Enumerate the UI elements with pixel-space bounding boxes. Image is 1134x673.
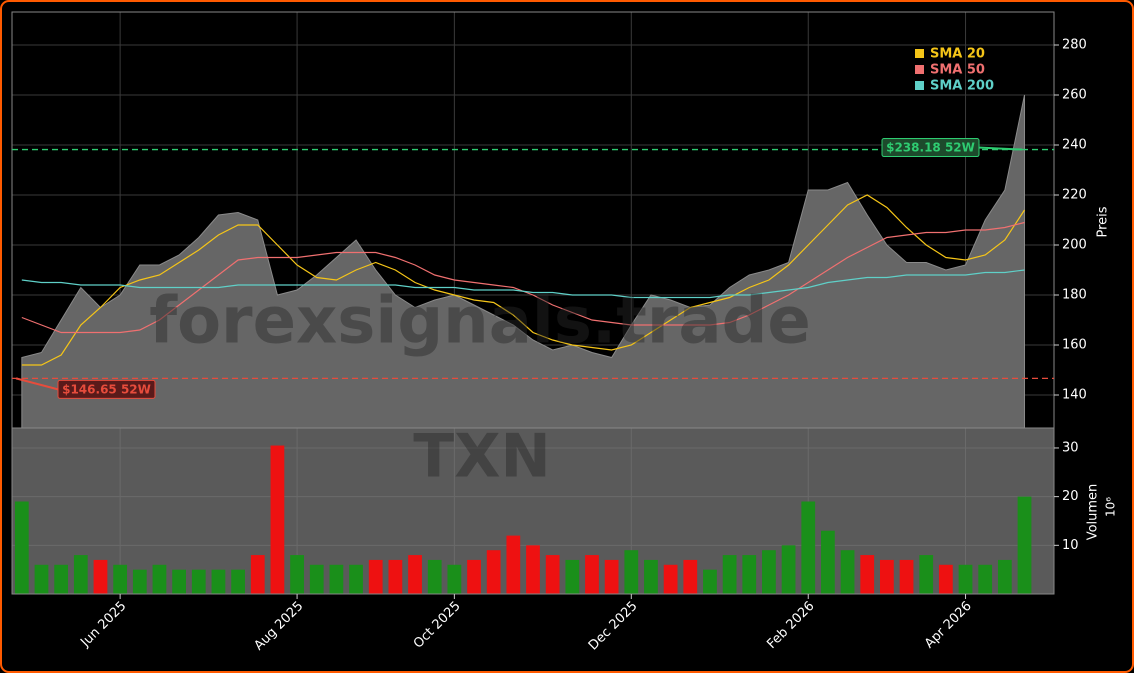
volume-bar — [742, 555, 757, 594]
y-tick-label: 160 — [1062, 338, 1087, 353]
price-area — [21, 94, 1026, 429]
volume-bar — [1017, 496, 1032, 594]
volume-bar — [309, 564, 324, 594]
legend-label: SMA 20 — [930, 47, 985, 62]
legend-swatch — [915, 49, 924, 58]
volume-bar — [270, 445, 285, 594]
volume-bar — [427, 559, 442, 594]
volume-bar — [191, 569, 206, 594]
volume-bar — [860, 555, 875, 594]
volume-scale-label: 10⁶ — [1104, 497, 1118, 517]
volume-bar — [722, 555, 737, 594]
volume-bar — [624, 550, 639, 594]
watermark-ticker: TXN — [413, 422, 550, 492]
legend-swatch — [915, 81, 924, 90]
volume-bar — [663, 564, 678, 594]
volume-bar — [349, 564, 363, 594]
volume-bar — [880, 559, 894, 594]
volume-bar — [290, 555, 304, 594]
volume-bar — [14, 501, 29, 594]
volume-bar — [231, 569, 245, 594]
y-tick-label: 280 — [1062, 38, 1087, 53]
y-tick-label: 30 — [1062, 440, 1079, 455]
volume-bar — [526, 545, 540, 594]
volume-bar — [467, 559, 481, 594]
volume-bar — [781, 545, 796, 594]
volume-bar — [899, 559, 914, 594]
volume-bar — [821, 530, 835, 594]
volume-bar — [978, 564, 993, 594]
volume-bar — [408, 555, 422, 594]
volume-bar — [368, 559, 383, 594]
volume-bar — [938, 564, 953, 594]
volume-bar — [919, 555, 934, 594]
annotation-arrow — [977, 146, 1023, 151]
annotation-label: $146.65 52W — [62, 382, 151, 396]
annotation-box — [57, 379, 156, 399]
y-tick-label: 180 — [1062, 288, 1087, 303]
y-tick-label: 220 — [1062, 188, 1087, 203]
annotation-arrow — [15, 377, 59, 391]
volume-bar — [585, 555, 599, 594]
sma-line — [21, 269, 1025, 299]
volume-bar — [73, 555, 88, 594]
watermark: forexsignals.trade — [149, 285, 811, 359]
volume-bar — [34, 564, 49, 594]
volume-bar — [447, 564, 462, 594]
volume-bar — [840, 550, 855, 594]
volume-bar — [132, 569, 147, 594]
annotation-box — [881, 138, 980, 158]
legend-swatch — [915, 65, 924, 74]
volume-bar — [506, 535, 521, 594]
legend-label: SMA 50 — [930, 63, 985, 78]
volume-bar — [152, 564, 167, 594]
y-tick-label: 260 — [1062, 88, 1087, 103]
volume-bar — [762, 550, 776, 594]
y-tick-label: 10 — [1062, 538, 1079, 553]
volume-bar — [172, 569, 186, 594]
y-tick-label: 240 — [1062, 138, 1087, 153]
plot-border — [11, 11, 1055, 595]
legend-label: SMA 200 — [930, 79, 994, 94]
y-tick-label: 200 — [1062, 238, 1087, 253]
volume-bar — [801, 501, 816, 594]
volume-bar — [958, 564, 973, 594]
volume-bar — [703, 569, 717, 594]
volume-bar — [329, 564, 344, 594]
y-tick-label: 140 — [1062, 388, 1087, 403]
volume-bar — [565, 559, 580, 594]
volume-bar — [486, 550, 501, 594]
volume-bar — [683, 559, 698, 594]
volume-bar — [250, 555, 265, 594]
y-tick-label: 20 — [1062, 489, 1079, 504]
volume-bar — [54, 564, 69, 594]
volume-bar — [545, 555, 560, 594]
volume-bar — [388, 559, 403, 594]
volume-axis-label: Volumen — [1086, 484, 1101, 541]
y-axis-label: Preis — [1096, 206, 1111, 237]
volume-bar — [113, 564, 128, 594]
volume-bar — [93, 559, 108, 594]
annotation-label: $238.18 52W — [886, 141, 975, 155]
volume-bar — [604, 559, 619, 594]
volume-bar — [997, 559, 1012, 594]
sma-line — [21, 194, 1026, 366]
volume-bar — [644, 559, 658, 594]
volume-bar — [211, 569, 226, 594]
